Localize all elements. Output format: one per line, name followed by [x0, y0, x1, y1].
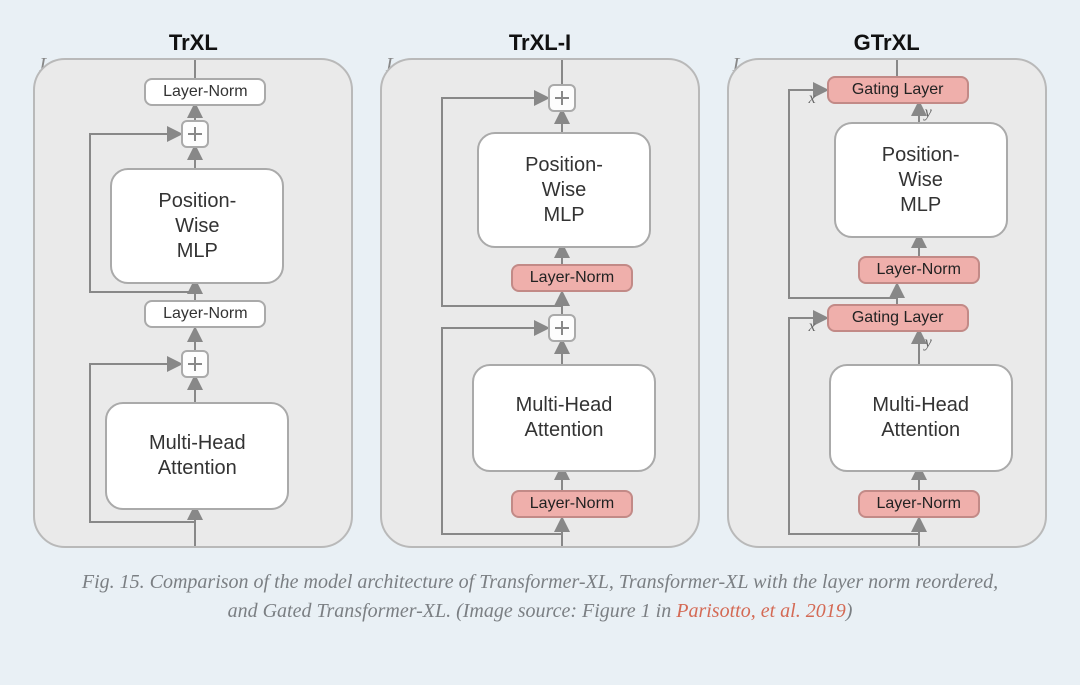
trxl-layernorm-mid: Layer-Norm [144, 300, 266, 328]
trxl-multihead: Multi-HeadAttention [105, 402, 289, 510]
col-gtrxl: GTrXL L × [718, 30, 1055, 548]
title-trxl: TrXL [169, 30, 218, 56]
trxli-layernorm-bot: Layer-Norm [511, 490, 633, 518]
panel-trxl: Layer-Norm Position-WiseMLP Layer-Norm M… [33, 58, 353, 548]
trxli-position-mlp-text: Position-WiseMLP [525, 153, 603, 228]
trxli-position-mlp: Position-WiseMLP [477, 132, 651, 248]
panels-row: TrXL L × [25, 30, 1055, 548]
col-trxl: TrXL L × [25, 30, 362, 548]
figure-caption: Fig. 15. Comparison of the model archite… [25, 568, 1055, 626]
title-gtrxl: GTrXL [854, 30, 920, 56]
col-trxli: TrXL-I L × [372, 30, 709, 548]
panel-wrap-trxli: L × [380, 58, 700, 548]
gtrxl-position-mlp: Position-WiseMLP [834, 122, 1008, 238]
gtrxl-y-top: y [925, 104, 932, 122]
gtrxl-x-top: x [809, 90, 816, 108]
caption-suffix: ) [846, 600, 853, 622]
panel-wrap-gtrxl: L × [727, 58, 1047, 548]
gtrxl-gating-low: Gating Layer [827, 304, 969, 332]
trxl-layernorm-top: Layer-Norm [144, 78, 266, 106]
trxl-position-mlp: Position-WiseMLP [110, 168, 284, 284]
figure-container: TrXL L × [0, 0, 1080, 636]
panel-wrap-trxl: L × [33, 58, 353, 548]
trxl-position-mlp-text: Position-WiseMLP [158, 189, 236, 264]
trxli-multihead: Multi-HeadAttention [472, 364, 656, 472]
trxl-multihead-text: Multi-HeadAttention [149, 431, 246, 481]
gtrxl-gating-top: Gating Layer [827, 76, 969, 104]
gtrxl-multihead: Multi-HeadAttention [829, 364, 1013, 472]
gtrxl-multihead-text: Multi-HeadAttention [872, 393, 969, 443]
title-trxli: TrXL-I [509, 30, 571, 56]
trxli-plus-upper [548, 84, 576, 112]
gtrxl-layernorm-mid: Layer-Norm [858, 256, 980, 284]
gtrxl-y-low: y [925, 334, 932, 352]
gtrxl-layernorm-bot: Layer-Norm [858, 490, 980, 518]
trxli-layernorm-mid: Layer-Norm [511, 264, 633, 292]
gtrxl-position-mlp-text: Position-WiseMLP [882, 143, 960, 218]
panel-gtrxl: Gating Layer x y Position-WiseMLP Layer-… [727, 58, 1047, 548]
panel-trxli: Position-WiseMLP Layer-Norm Multi-HeadAt… [380, 58, 700, 548]
trxl-plus-lower [181, 350, 209, 378]
trxli-multihead-text: Multi-HeadAttention [516, 393, 613, 443]
caption-prefix: Fig. 15. Comparison of the model archite… [82, 571, 998, 622]
trxli-plus-lower [548, 314, 576, 342]
gtrxl-x-low: x [809, 318, 816, 336]
trxl-plus-upper [181, 120, 209, 148]
caption-link[interactable]: Parisotto, et al. 2019 [676, 600, 845, 622]
